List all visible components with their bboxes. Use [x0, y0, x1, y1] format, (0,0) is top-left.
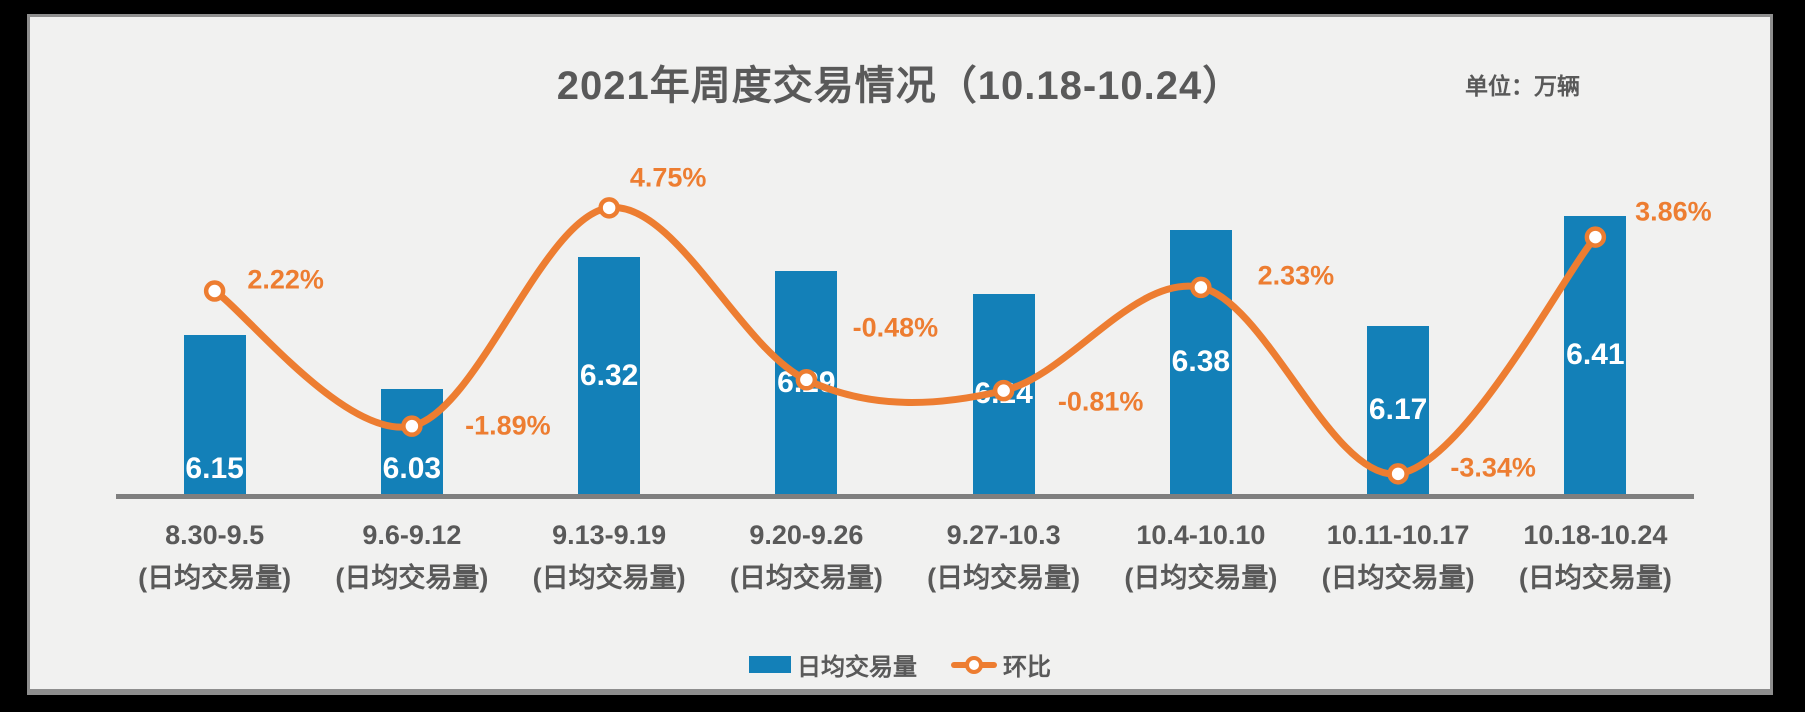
legend-label: 环比 [1003, 654, 1051, 681]
line-point-marker [203, 280, 226, 302]
bar-value-label: 6.17 [1368, 393, 1428, 426]
percent-data-label: -0.48% [852, 312, 939, 343]
legend-label: 日均交易量 [797, 654, 917, 681]
bar-value-label: 6.38 [1171, 345, 1231, 378]
x-axis-category-sublabel: (日均交易量) [1518, 563, 1672, 593]
unit-label: 单位：万辆 [1465, 73, 1580, 99]
x-axis-category-label: 9.13-9.19 [552, 520, 667, 550]
x-axis-category-sublabel: (日均交易量) [729, 563, 883, 593]
percent-data-label: 2.33% [1257, 260, 1335, 291]
legend-item: 日均交易量 [749, 647, 917, 682]
x-axis-category-label: 10.4-10.10 [1136, 520, 1266, 550]
bar-value-label: 6.03 [382, 452, 442, 485]
percent-data-label: 2.22% [247, 264, 324, 295]
legend-bar-swatch-icon [749, 656, 791, 673]
chart-panel: 2021年周度交易情况（10.18-10.24） 单位：万辆 6.15 6.03 6… [27, 14, 1773, 695]
line-point-marker [598, 197, 620, 219]
x-axis-category-label: 10.18-10.24 [1523, 520, 1668, 550]
plot-area: 6.15 6.03 6.32 6.29 6.24 6.38 6.17 6.41 2.22% -1… [30, 17, 1770, 689]
legend-line-swatch-icon [951, 654, 997, 676]
x-axis-category-label: 9.20-9.26 [749, 520, 864, 550]
percent-data-label: -1.89% [465, 410, 551, 441]
x-axis-category-label: 9.27-10.3 [946, 520, 1061, 550]
percent-data-label: -3.34% [1450, 452, 1536, 483]
percent-data-label: 3.86% [1635, 196, 1712, 227]
x-axis-line [116, 494, 1694, 499]
percent-data-label: 4.75% [629, 162, 707, 193]
legend: 日均交易量 环比 [30, 647, 1770, 682]
x-axis-category-sublabel: (日均交易量) [532, 563, 686, 593]
x-axis-category-sublabel: (日均交易量) [1321, 563, 1475, 593]
x-axis-category-label: 10.11-10.17 [1326, 520, 1470, 550]
x-axis-category-sublabel: (日均交易量) [1124, 563, 1278, 593]
bar-value-label: 6.24 [974, 377, 1033, 410]
legend-item: 环比 [951, 647, 1051, 682]
percent-data-label: -0.81% [1057, 386, 1144, 417]
x-axis-category-label: 8.30-9.5 [165, 520, 265, 550]
x-axis-category-sublabel: (日均交易量) [138, 563, 292, 593]
bar-value-label: 6.41 [1566, 338, 1625, 371]
bar-value-label: 6.32 [579, 358, 639, 392]
bar-value-label: 6.29 [777, 365, 836, 399]
x-axis-category-sublabel: (日均交易量) [335, 563, 489, 593]
bar-value-label: 6.15 [185, 452, 244, 485]
x-axis-category-label: 9.6-9.12 [362, 520, 462, 550]
chart-title: 2021年周度交易情况（10.18-10.24） [556, 64, 1244, 108]
x-axis-category-sublabel: (日均交易量) [927, 563, 1081, 593]
